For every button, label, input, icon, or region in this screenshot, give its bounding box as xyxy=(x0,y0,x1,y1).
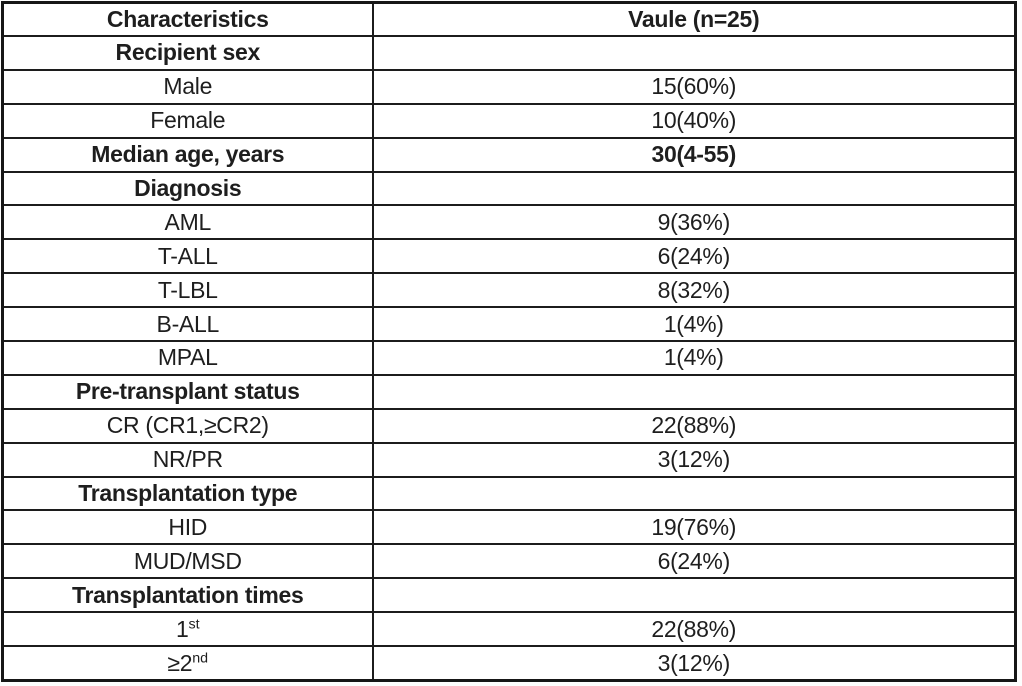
table-row: Median age, years 30(4-55) xyxy=(1,136,1017,173)
row-value xyxy=(371,577,1017,614)
table-row: Pre-transplant status xyxy=(1,373,1017,410)
row-value: 6(24%) xyxy=(371,238,1017,275)
row-label: B-ALL xyxy=(1,306,374,343)
row-label-superscript: nd xyxy=(192,649,209,666)
row-label: MUD/MSD xyxy=(1,543,374,580)
row-value: 3(12%) xyxy=(371,441,1017,478)
row-label-text: CR (CR1,≥CR2) xyxy=(106,412,269,439)
table-row: Recipient sex xyxy=(1,35,1017,71)
row-label-text: Pre-transplant status xyxy=(75,378,300,405)
row-value: 22(88%) xyxy=(371,407,1017,444)
row-label: Transplantation type xyxy=(1,475,374,512)
row-label: Median age, years xyxy=(1,136,374,173)
row-label: NR/PR xyxy=(1,441,374,478)
column-header-characteristics: Characteristics xyxy=(1,1,374,37)
table-row: Male 15(60%) xyxy=(1,68,1017,105)
row-label-text: Recipient sex xyxy=(115,39,261,66)
row-label: Recipient sex xyxy=(1,35,374,71)
row-label: T-ALL xyxy=(1,238,374,275)
row-value xyxy=(371,170,1017,207)
table-body: Recipient sex Male 15(60%) Female 10(40%) Med… xyxy=(1,35,1017,682)
table-row: MPAL 1(4%) xyxy=(1,340,1017,376)
table-row: NR/PR 3(12%) xyxy=(1,441,1017,478)
header-row: Characteristics Vaule (n=25) xyxy=(1,1,1017,37)
table-row: AML 9(36%) xyxy=(1,204,1017,241)
table-row: MUD/MSD 6(24%) xyxy=(1,543,1017,580)
row-label: MPAL xyxy=(1,340,374,376)
row-label-text: T-ALL xyxy=(157,242,218,269)
row-label-text: ≥2 xyxy=(167,649,193,676)
row-label: Transplantation times xyxy=(1,577,374,614)
table-row: B-ALL 1(4%) xyxy=(1,306,1017,343)
row-value: 1(4%) xyxy=(371,306,1017,343)
row-label: ≥2nd xyxy=(1,645,374,682)
table-row: T-LBL 8(32%) xyxy=(1,272,1017,309)
table-row: 1st 22(88%) xyxy=(1,611,1017,648)
row-label: Male xyxy=(1,68,374,105)
row-label-text: T-LBL xyxy=(157,276,218,303)
row-label: HID xyxy=(1,509,374,546)
row-label-text: Diagnosis xyxy=(134,175,242,201)
row-label: 1st xyxy=(1,611,374,648)
row-label: Diagnosis xyxy=(1,170,374,207)
row-label-text: MUD/MSD xyxy=(133,547,242,574)
table-row: Transplantation type xyxy=(1,475,1017,512)
row-value: 6(24%) xyxy=(371,543,1017,580)
row-value: 1(4%) xyxy=(371,340,1017,376)
row-value: 8(32%) xyxy=(371,272,1017,309)
row-label-text: HID xyxy=(168,513,208,540)
row-label: AML xyxy=(1,204,374,241)
table-row: T-ALL 6(24%) xyxy=(1,238,1017,275)
row-label-superscript: st xyxy=(188,615,200,632)
row-value: 30(4-55) xyxy=(371,136,1017,173)
row-label: Female xyxy=(1,102,374,139)
table-row: HID 19(76%) xyxy=(1,509,1017,546)
table-row: Transplantation times xyxy=(1,577,1017,614)
column-header-value: Vaule (n=25) xyxy=(371,1,1017,37)
row-label: T-LBL xyxy=(1,272,374,309)
row-value: 9(36%) xyxy=(371,204,1017,241)
row-label: CR (CR1,≥CR2) xyxy=(1,407,374,444)
row-value: 19(76%) xyxy=(371,509,1017,546)
table-row: CR (CR1,≥CR2) 22(88%) xyxy=(1,407,1017,444)
row-label: Pre-transplant status xyxy=(1,373,374,410)
table-row: Diagnosis xyxy=(1,170,1017,207)
table-row: Female 10(40%) xyxy=(1,102,1017,139)
table-row: ≥2nd 3(12%) xyxy=(1,645,1017,682)
row-label-text: Median age, years xyxy=(91,141,285,168)
row-value xyxy=(371,35,1017,71)
row-value: 3(12%) xyxy=(371,645,1017,682)
row-label-text: AML xyxy=(164,208,212,235)
row-label-text: MPAL xyxy=(157,344,218,371)
row-label-text: NR/PR xyxy=(152,446,223,473)
row-value: 15(60%) xyxy=(371,68,1017,105)
row-label-text: 1 xyxy=(175,615,189,642)
row-value: 22(88%) xyxy=(371,611,1017,648)
row-value xyxy=(371,373,1017,410)
row-label-text: Transplantation type xyxy=(78,480,298,507)
row-label-text: Female xyxy=(150,107,226,134)
row-label-text: Transplantation times xyxy=(72,581,304,608)
row-label-text: Male xyxy=(163,73,213,100)
row-label-text: B-ALL xyxy=(156,310,220,337)
row-value: 10(40%) xyxy=(371,102,1017,139)
row-value xyxy=(371,475,1017,512)
